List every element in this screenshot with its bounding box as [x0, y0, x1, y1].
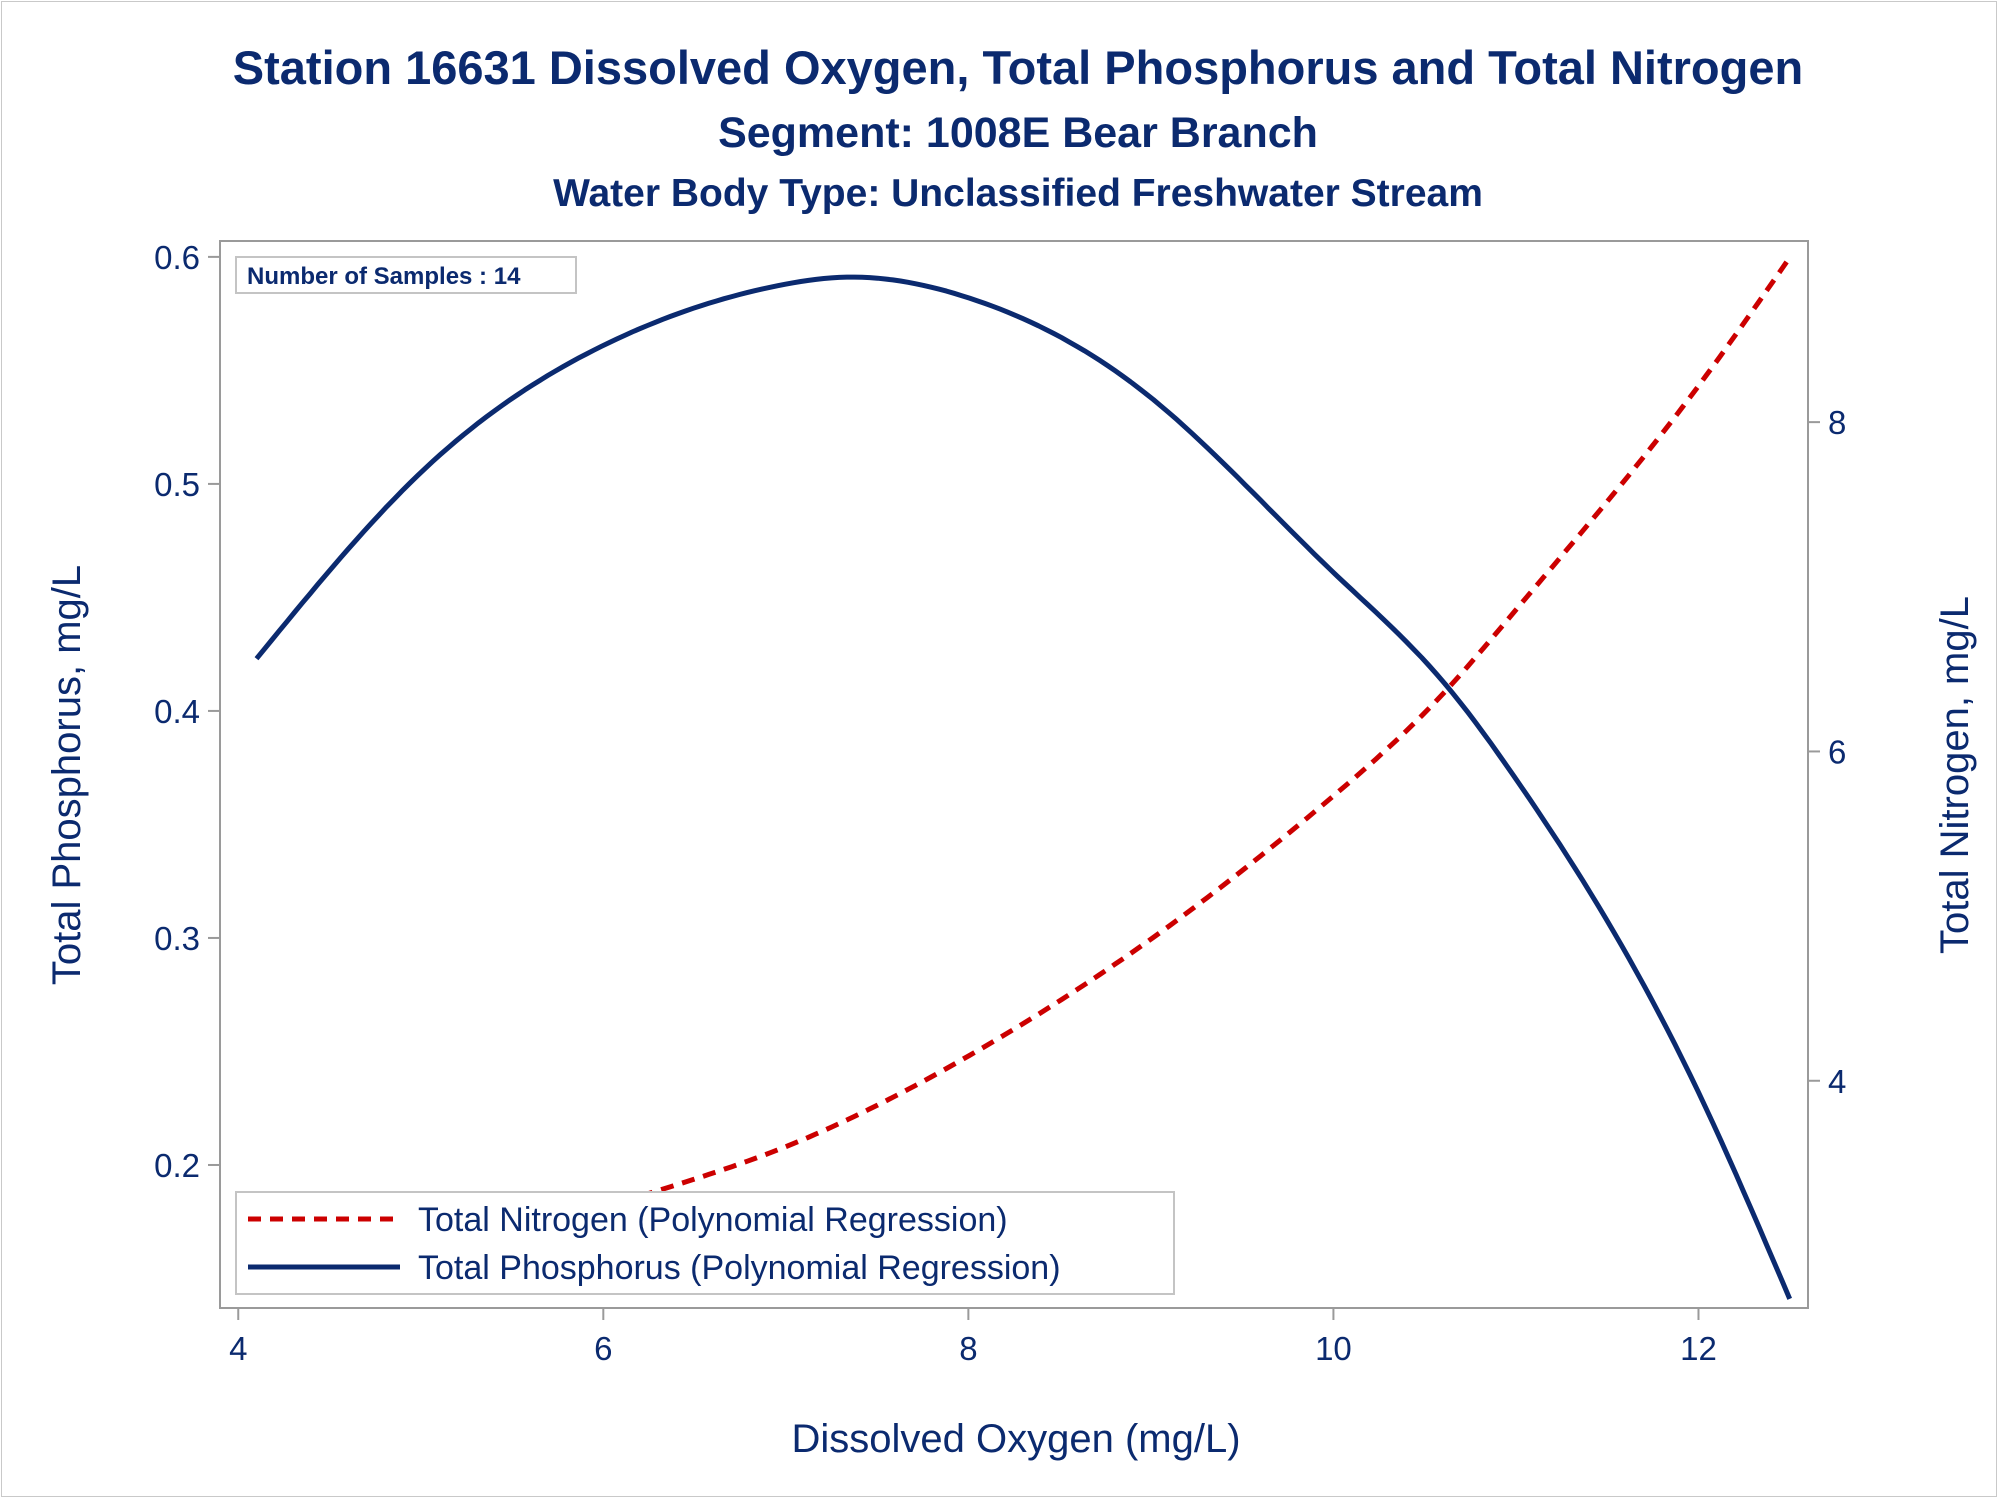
y-axis-title-left: Total Phosphorus, mg/L: [45, 565, 89, 985]
x-tick-label: 6: [594, 1330, 612, 1367]
series-lines: [254, 256, 1793, 1300]
phosphorus-regression-line: [254, 274, 1793, 1300]
y-tick-label-left: 0.2: [154, 1147, 200, 1184]
x-tick-label: 4: [229, 1330, 247, 1367]
x-axis-title: Dissolved Oxygen (mg/L): [791, 1417, 1240, 1461]
nitrogen-regression-line: [256, 256, 1792, 1294]
sample-count-box: [235, 256, 577, 294]
legend-label-nitrogen: Total Nitrogen (Polynomial Regression): [418, 1201, 1008, 1239]
y-tick-label-left: 0.5: [154, 466, 200, 503]
chart-subtitle-2: Water Body Type: Unclassified Freshwater…: [553, 172, 1483, 215]
y-tick-label-right: 8: [1828, 404, 1846, 441]
y-tick-label-right: 4: [1828, 1063, 1846, 1100]
legend: Total Nitrogen (Polynomial Regression) T…: [235, 1191, 1175, 1295]
x-tick-label: 10: [1315, 1330, 1352, 1367]
axes: 4 6 8 10 12 0.2 0.3 0.4 0.5 0.6 4 6 8: [154, 239, 1846, 1367]
chart-subtitle: Segment: 1008E Bear Branch: [718, 109, 1318, 157]
chart-title: Station 16631 Dissolved Oxygen, Total Ph…: [233, 41, 1803, 94]
x-tick-label: 8: [959, 1330, 977, 1367]
x-tick-label: 12: [1680, 1330, 1717, 1367]
legend-box: [235, 1191, 1175, 1295]
y-tick-label-left: 0.3: [154, 920, 200, 957]
y-axis-title-right: Total Nitrogen, mg/L: [1933, 596, 1977, 954]
y-tick-label-left: 0.4: [154, 693, 200, 730]
sample-count-label: Number of Samples : 14: [247, 263, 521, 290]
plot-area: [219, 240, 1809, 1309]
y-tick-label-left: 0.6: [154, 239, 200, 276]
legend-label-phosphorus: Total Phosphorus (Polynomial Regression): [418, 1249, 1061, 1287]
y-tick-label-right: 6: [1828, 733, 1846, 770]
